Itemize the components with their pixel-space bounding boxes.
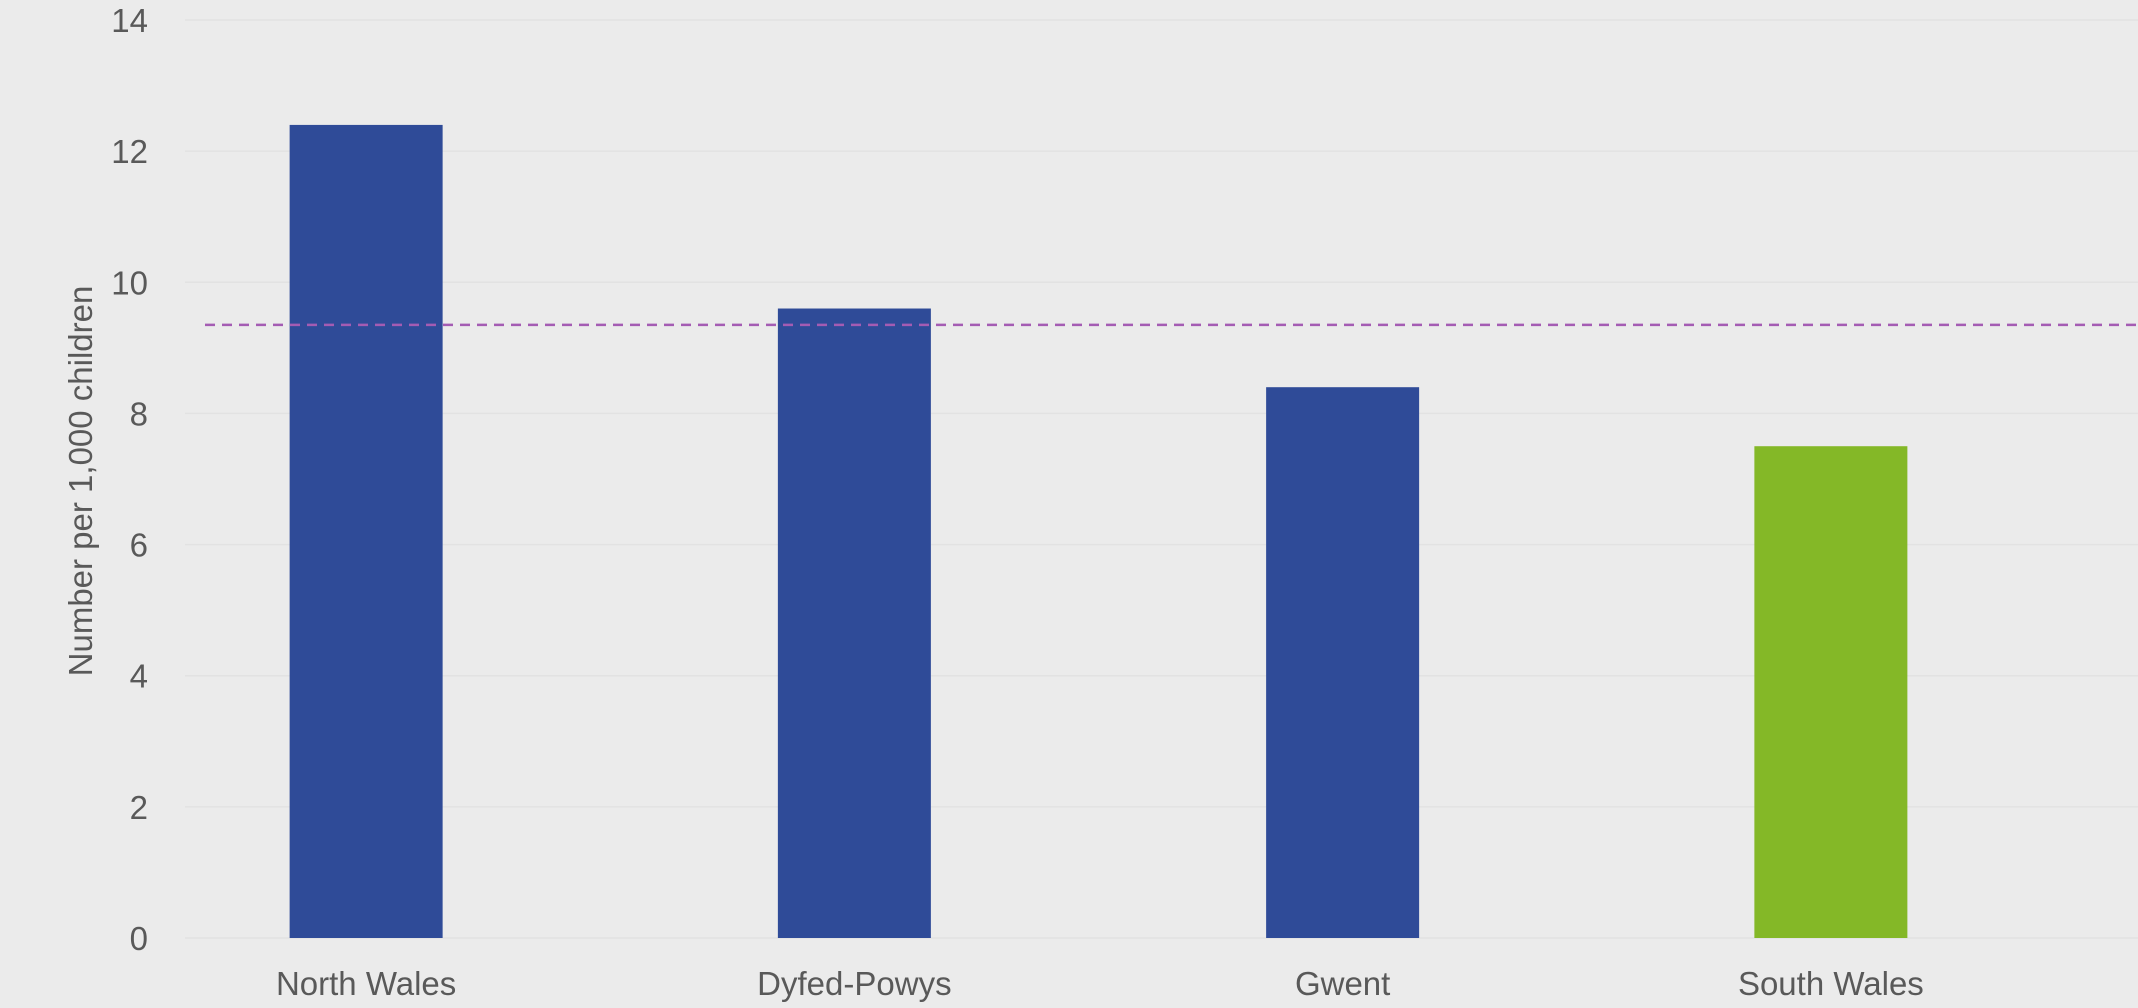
x-category-label: Dyfed-Powys [757, 965, 951, 1002]
y-axis-title: Number per 1,000 children [62, 286, 99, 677]
bar-dyfed-powys [777, 308, 931, 938]
bar-south-wales [1754, 446, 1908, 938]
y-tick-label: 0 [130, 920, 148, 957]
y-tick-label: 12 [111, 133, 148, 170]
bar-north-wales [289, 124, 443, 938]
x-category-label: North Wales [276, 965, 456, 1002]
gridlines [185, 19, 2138, 939]
y-tick-label: 4 [130, 658, 148, 695]
y-axis-ticks: 0 2 4 6 8 10 12 14 [111, 2, 148, 957]
bar-gwent [1266, 387, 1420, 938]
y-tick-label: 8 [130, 395, 148, 432]
x-axis-labels: North Wales Dyfed-Powys Gwent South Wales [276, 965, 1924, 1002]
y-tick-label: 14 [111, 2, 148, 39]
y-tick-label: 10 [111, 264, 148, 301]
y-tick-label: 6 [130, 527, 148, 564]
y-tick-label: 2 [130, 789, 148, 826]
x-category-label: Gwent [1295, 965, 1390, 1002]
x-category-label: South Wales [1738, 965, 1924, 1002]
bars [289, 124, 1908, 938]
